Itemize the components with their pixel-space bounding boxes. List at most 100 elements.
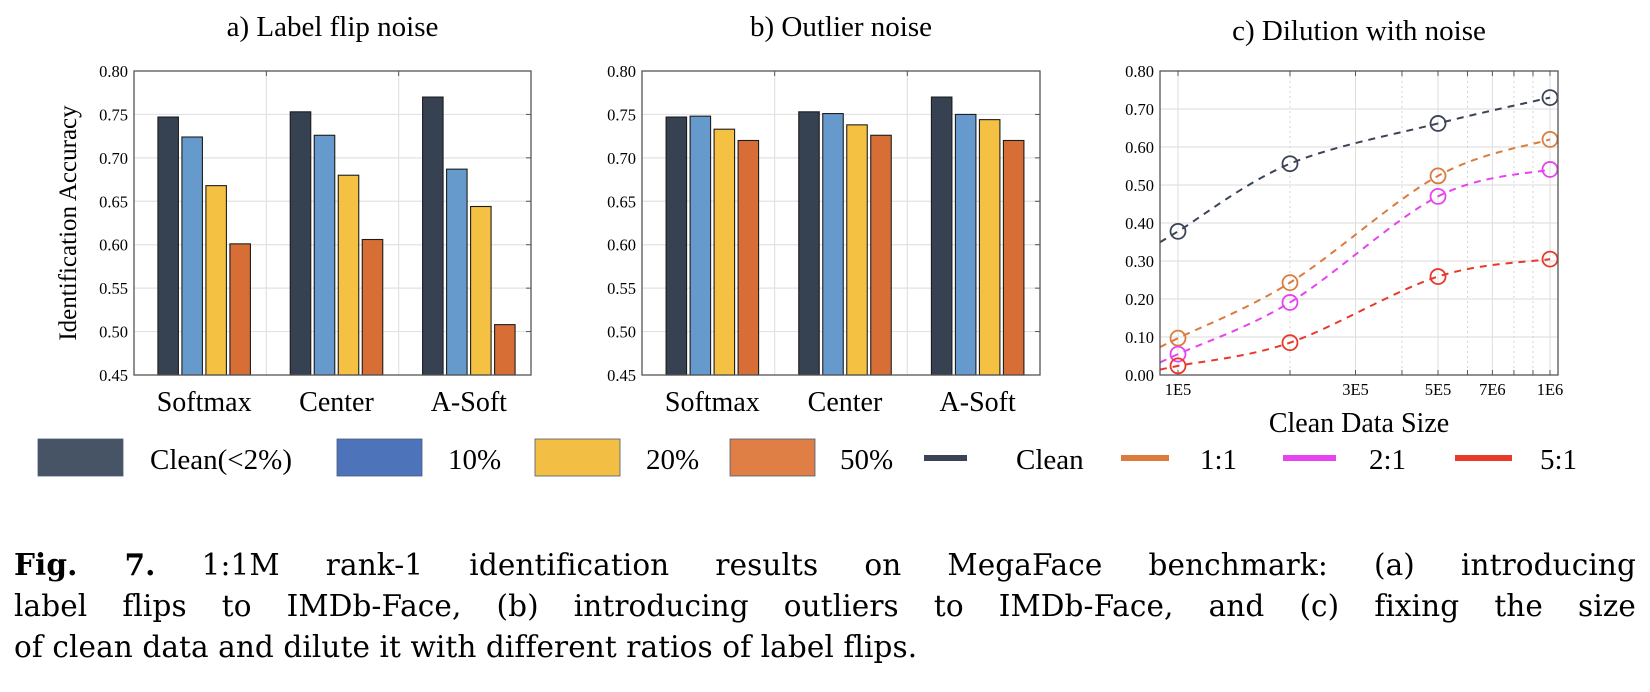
data-point-clean — [1169, 222, 1187, 240]
series-line-1-1 — [1160, 138, 1551, 348]
chart-label-flip-noise: a) Label flip noise 0.45 0.50 0.55 0.60 0.65 0… — [55, 11, 532, 418]
series-line-2-1 — [1160, 168, 1551, 364]
bar-50-center — [870, 134, 892, 376]
data-point-5-1 — [1429, 268, 1447, 285]
legend-label: Clean — [1016, 444, 1084, 476]
legend-label: 50% — [840, 444, 893, 476]
y-tick-label: 0.60 — [1125, 138, 1154, 157]
bar-20-softmax — [205, 185, 227, 376]
data-point-clean — [1281, 155, 1299, 173]
y-tick-label: 0.45 — [99, 366, 128, 385]
figure-caption: Fig. 7. 1:1M rank-1 identification resul… — [14, 544, 1636, 668]
data-point-5-1 — [1169, 357, 1187, 375]
y-tick-label: 0.00 — [1125, 366, 1154, 385]
bar-50-softmax — [229, 243, 251, 376]
y-tick-label: 0.50 — [1125, 176, 1154, 195]
y-tick-label: 0.45 — [607, 366, 636, 385]
y-tick-label: 0.65 — [607, 192, 636, 211]
plot-frame — [1159, 70, 1559, 376]
x-tick-label: 5E5 — [1425, 380, 1452, 399]
series-line-5-1 — [1160, 258, 1551, 371]
chart-title: c) Dilution with noise — [1232, 15, 1486, 47]
x-tick-label: 1E5 — [1165, 380, 1192, 399]
chart-title: a) Label flip noise — [227, 11, 439, 43]
y-tick-label: 0.40 — [1125, 214, 1154, 233]
data-point-1-1 — [1281, 274, 1299, 292]
plot-frame — [641, 70, 1041, 376]
bar-10-softmax — [689, 115, 712, 376]
legend-swatch-box — [534, 438, 621, 477]
x-category-label: A-Soft — [431, 387, 507, 418]
y-tick-label: 0.55 — [607, 279, 636, 298]
y-tick-label: 0.70 — [99, 149, 128, 168]
legend-label: 1:1 — [1200, 444, 1237, 476]
bar-10-center — [822, 113, 844, 376]
legend-swatch-line — [924, 455, 967, 461]
bar-10-softmax — [181, 136, 203, 376]
bar-10-a-soft — [954, 113, 977, 376]
bar-clean2-center — [289, 111, 312, 376]
bar-50-a-soft — [494, 324, 516, 376]
figure: a) Label flip noise 0.45 0.50 0.55 0.60 0.65 0… — [37, 11, 1577, 477]
legend-label: 10% — [448, 444, 501, 476]
bar-20-a-soft — [978, 119, 1001, 376]
y-tick-label: 0.80 — [1125, 62, 1154, 81]
y-tick-label: 0.70 — [1125, 100, 1154, 119]
x-category-label: Center — [299, 387, 374, 418]
bar-clean2-softmax — [665, 116, 688, 376]
series-line-clean — [1160, 96, 1551, 244]
bar-50-softmax — [737, 139, 760, 376]
y-tick-label: 0.60 — [607, 236, 636, 255]
legend-label: Clean(<2%) — [150, 444, 292, 476]
bar-50-a-soft — [1002, 139, 1025, 376]
legend-swatch-box — [336, 438, 423, 477]
y-tick-label: 0.55 — [99, 279, 128, 298]
legend-swatch-box — [37, 438, 124, 477]
y-tick-label: 0.60 — [99, 236, 128, 255]
y-tick-label: 0.50 — [99, 323, 128, 342]
x-category-label: Softmax — [157, 387, 252, 418]
data-point-clean — [1429, 115, 1447, 132]
legend-label: 20% — [646, 444, 699, 476]
chart-outlier-noise: b) Outlier noise 0.45 0.50 0.55 0.60 0.65 0.70… — [607, 11, 1041, 418]
data-point-2-1 — [1281, 294, 1299, 311]
bar-10-center — [313, 134, 336, 376]
x-tick-label: 1E6 — [1537, 380, 1564, 399]
bar-20-center — [337, 174, 360, 376]
y-tick-label: 0.65 — [99, 192, 128, 211]
y-tick-label: 0.75 — [607, 105, 636, 124]
x-category-label: A-Soft — [940, 387, 1016, 418]
data-point-2-1 — [1169, 345, 1187, 363]
y-tick-label: 0.80 — [99, 62, 128, 81]
data-point-1-1 — [1169, 329, 1187, 347]
legend-label: 2:1 — [1369, 444, 1406, 476]
y-tick-label: 0.80 — [607, 62, 636, 81]
data-point-5-1 — [1281, 334, 1299, 352]
x-category-label: Center — [808, 387, 883, 418]
legend-swatch-line — [1121, 455, 1169, 461]
legend: Clean(<2%) 10% 20% 50% Clean 1:1 2:1 5:1 — [37, 438, 1577, 477]
caption-label: Fig. 7. — [14, 547, 156, 582]
y-tick-label: 0.20 — [1125, 290, 1154, 309]
legend-swatch-line — [1283, 455, 1336, 461]
caption-line-1: Fig. 7. 1:1M rank-1 identification resul… — [14, 544, 1636, 586]
caption-line-2: label flips to IMDb-Face, (b) introducin… — [14, 589, 1636, 623]
bar-20-softmax — [713, 128, 736, 376]
bar-clean2-softmax — [157, 116, 179, 376]
y-axis-label: Identification Accuracy — [55, 105, 82, 341]
plot-frame — [133, 70, 532, 376]
chart-dilution-with-noise: c) Dilution with noise 0.00 0.10 0.20 0.30 0.… — [1125, 15, 1563, 439]
y-tick-label: 0.10 — [1125, 328, 1154, 347]
chart-title: b) Outlier noise — [750, 11, 932, 43]
y-tick-label: 0.70 — [607, 149, 636, 168]
bar-50-center — [361, 238, 384, 376]
x-category-label: Softmax — [665, 387, 760, 418]
x-tick-label: 3E5 — [1342, 380, 1369, 399]
bar-10-a-soft — [446, 168, 468, 376]
bar-20-a-soft — [470, 205, 492, 376]
legend-swatch-box — [729, 438, 816, 477]
y-tick-label: 0.30 — [1125, 252, 1154, 271]
bar-clean2-a-soft — [422, 96, 444, 376]
data-point-2-1 — [1429, 187, 1447, 205]
bar-20-center — [846, 124, 868, 376]
